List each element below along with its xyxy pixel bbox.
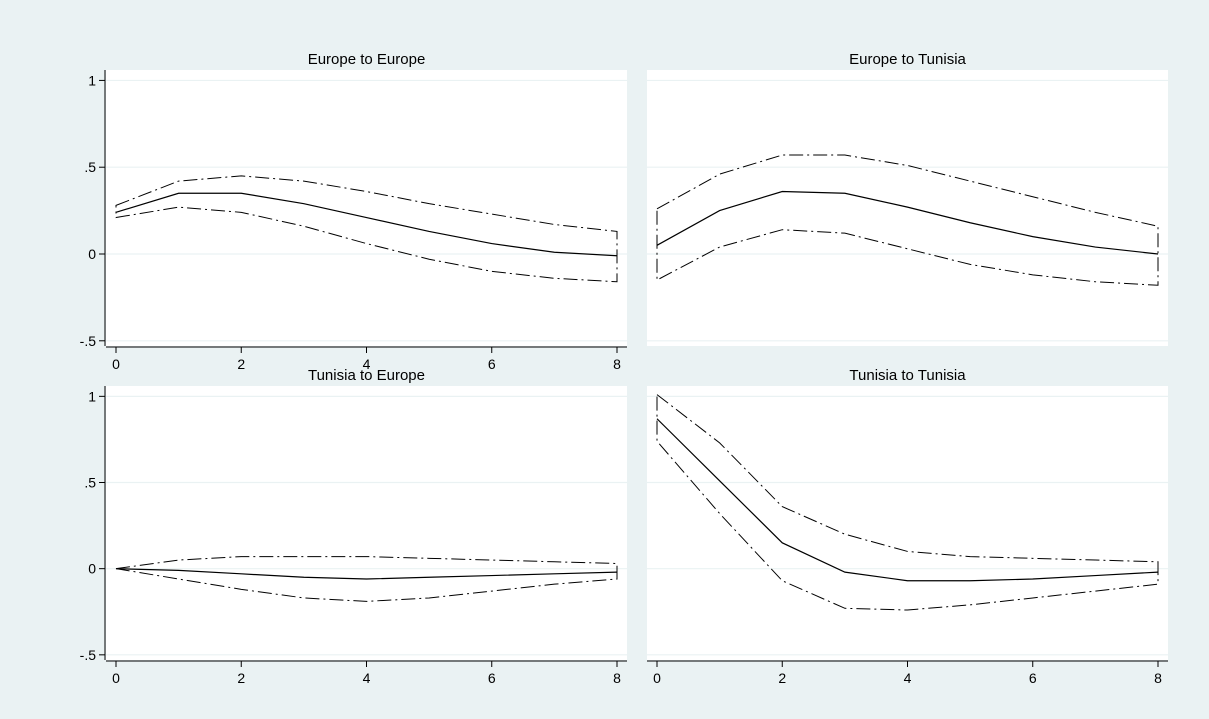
panel-title: Tunisia to Europe	[308, 367, 425, 384]
x-tick-label: 8	[613, 356, 621, 372]
x-tick-label: 6	[1029, 670, 1037, 686]
x-tick-label: 6	[488, 670, 496, 686]
panel-title: Europe to Europe	[308, 51, 426, 68]
x-tick-label: 8	[613, 670, 621, 686]
x-tick-label: 0	[112, 670, 120, 686]
plot-area	[647, 70, 1168, 346]
y-tick-label: 1	[88, 72, 96, 88]
x-tick-label: 0	[112, 356, 120, 372]
x-tick-label: 4	[363, 670, 371, 686]
panel-title: Tunisia to Tunisia	[849, 367, 966, 384]
y-tick-label: 1	[88, 388, 96, 404]
x-tick-label: 4	[363, 356, 371, 372]
irf-line	[115, 192, 618, 257]
y-tick-label: .5	[84, 475, 96, 491]
irf-line	[656, 190, 1159, 255]
plot-area	[106, 386, 627, 660]
x-tick-label: 8	[1154, 670, 1162, 686]
panel-4: Tunisia to Tunisia 0 2 4 6 8	[647, 367, 1168, 686]
panel-2: Europe to Tunisia	[647, 51, 1168, 346]
confidence-band	[115, 175, 618, 283]
irf-line	[115, 568, 618, 580]
x-tick-label: 0	[653, 670, 661, 686]
x-tick-label: 4	[904, 670, 912, 686]
x-tick-label: 2	[237, 670, 245, 686]
confidence-band	[115, 556, 618, 602]
y-tick-label: -.5	[80, 647, 97, 663]
y-tick-label: 0	[88, 246, 96, 262]
confidence-band	[656, 154, 1159, 286]
x-tick-label: 2	[778, 670, 786, 686]
y-tick-label: -.5	[80, 333, 97, 349]
x-tick-label: 2	[237, 356, 245, 372]
x-tick-label: 6	[488, 356, 496, 372]
panel-1: Europe to Europe -.5 0 .5 1 0 2 4 6 8	[80, 51, 627, 372]
plot-area	[647, 386, 1168, 660]
panel-3: Tunisia to Europe -.5 0 .5 1 0 2 4 6 8	[80, 367, 627, 686]
y-tick-label: 0	[88, 561, 96, 577]
y-tick-label: .5	[84, 159, 96, 175]
irf-line	[656, 418, 1159, 582]
plot-area	[106, 70, 627, 346]
panel-title: Europe to Tunisia	[849, 51, 966, 68]
